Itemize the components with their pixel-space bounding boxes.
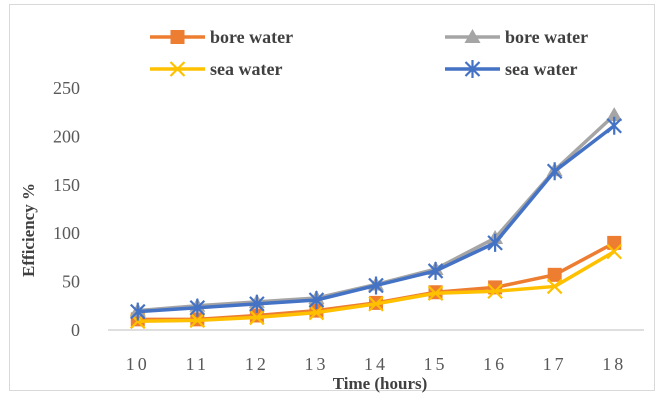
data-point: [546, 162, 563, 181]
x-tick-label: 12: [245, 354, 269, 374]
x-tick-label: 18: [602, 354, 626, 374]
data-point: [368, 296, 384, 312]
data-point: [308, 304, 325, 321]
data-point: [607, 235, 622, 250]
y-tick-label: 250: [53, 78, 80, 98]
x-tick-label: 11: [186, 354, 209, 374]
data-point: [308, 290, 325, 309]
x-tick-label: 10: [126, 354, 150, 374]
legend-entry: bore water: [150, 27, 293, 47]
data-point: [606, 107, 623, 122]
x-tick-label: 16: [483, 354, 507, 374]
x-tick-label: 14: [364, 354, 388, 374]
legend-marker: [170, 30, 185, 44]
y-axis-title: Efficiency %: [19, 183, 38, 277]
data-point: [368, 276, 384, 295]
y-tick-label: 100: [53, 223, 80, 243]
data-point: [487, 233, 503, 252]
data-point: [249, 309, 265, 326]
chart-border: [9, 4, 655, 391]
x-axis-title: Time (hours): [333, 374, 428, 393]
series-1: [130, 243, 622, 330]
legend-marker: [464, 60, 481, 78]
data-point: [606, 116, 622, 135]
y-tick-label: 200: [53, 126, 80, 146]
legend-entry: bore water: [445, 27, 588, 47]
legend-marker: [169, 61, 186, 77]
legend-label: bore water: [505, 27, 588, 47]
series-3: [130, 116, 622, 321]
x-tick-label: 15: [424, 354, 448, 374]
legend-label: sea water: [210, 59, 282, 79]
legend-entry: sea water: [445, 59, 577, 79]
data-point: [487, 283, 503, 300]
data-point: [130, 302, 146, 321]
data-point: [189, 298, 206, 317]
x-tick-label: 17: [543, 354, 567, 374]
x-tick-label: 13: [304, 354, 328, 374]
data-point: [427, 285, 444, 301]
data-point: [249, 294, 265, 313]
legend-label: bore water: [210, 27, 293, 47]
legend-entry: sea water: [150, 59, 282, 79]
data-point: [189, 312, 206, 329]
data-point: [427, 261, 444, 280]
legend-label: sea water: [505, 59, 577, 79]
data-point: [547, 267, 562, 282]
y-tick-label: 0: [71, 320, 80, 340]
y-tick-label: 50: [62, 272, 80, 292]
legend-marker: [464, 29, 481, 43]
data-point: [606, 243, 622, 260]
data-point: [546, 278, 563, 295]
y-tick-label: 150: [53, 175, 80, 195]
